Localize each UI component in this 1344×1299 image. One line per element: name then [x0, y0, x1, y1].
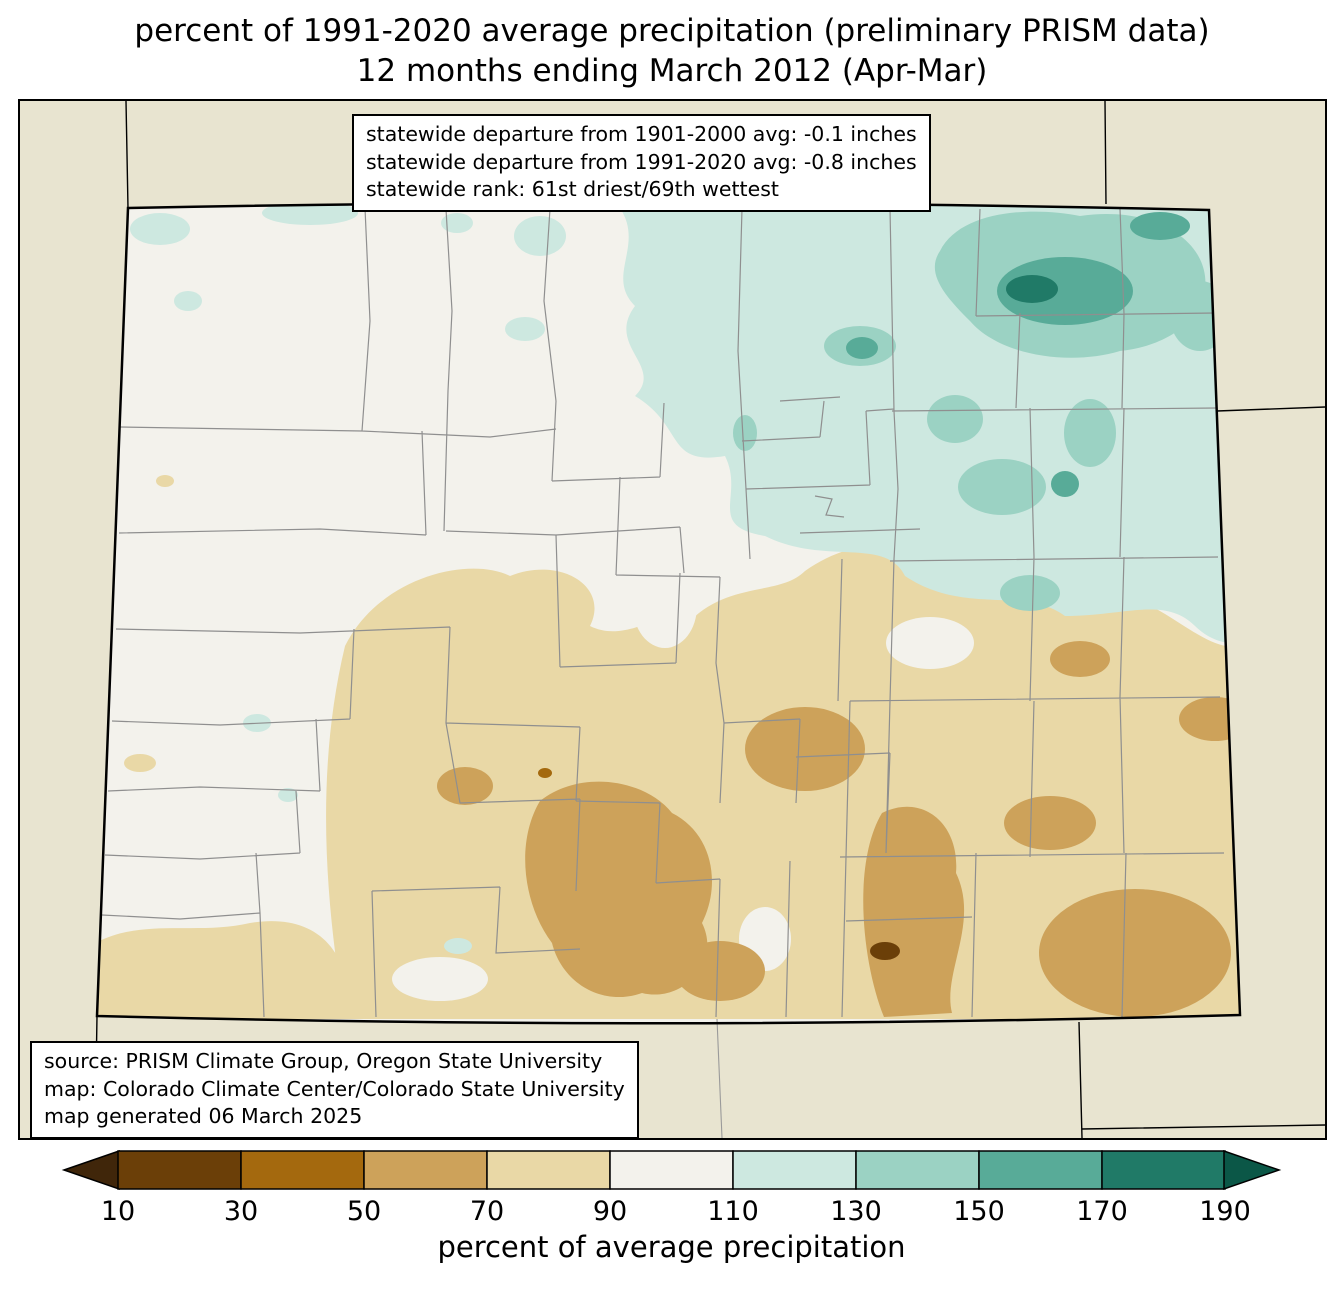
colorbar-arrow-under	[61, 1150, 120, 1191]
statewide-stats-box: statewide departure from 1901-2000 avg: …	[352, 114, 931, 213]
stats-line-departure-1991: statewide departure from 1991-2020 avg: …	[366, 149, 917, 174]
colorbar-tick-150: 150	[953, 1196, 1005, 1228]
map-panel: statewide departure from 1901-2000 avg: …	[18, 99, 1327, 1141]
colorbar-segment-10-30	[117, 1150, 242, 1191]
county-boundaries	[101, 208, 1225, 1018]
precip-region-brown-dark	[870, 942, 900, 961]
colorbar-tick-170: 170	[1076, 1196, 1128, 1228]
colorbar-tick-190: 190	[1199, 1196, 1251, 1228]
source-attribution-box: source: PRISM Climate Group, Oregon Stat…	[30, 1041, 639, 1140]
colorbar-segment-170-190	[1101, 1150, 1226, 1191]
colorbar: 10 30 50 70 90 110 130 150 170 190 perce…	[61, 1150, 1283, 1264]
colorbar-tick-130: 130	[830, 1196, 882, 1228]
title-line-2: 12 months ending March 2012 (Apr-Mar)	[356, 52, 988, 89]
colorbar-axis-label: percent of average precipitation	[437, 1230, 906, 1265]
source-line: source: PRISM Climate Group, Oregon Stat…	[44, 1049, 603, 1074]
colorbar-tick-90: 90	[592, 1196, 628, 1228]
colorbar-segment-90-110	[609, 1150, 734, 1191]
stats-line-departure-1901: statewide departure from 1901-2000 avg: …	[366, 122, 917, 147]
colorbar-segment-70-90	[486, 1150, 611, 1191]
page-title: percent of 1991-2020 average precipitati…	[0, 0, 1344, 91]
colorbar-segment-110-130	[732, 1150, 857, 1191]
colorbar-segment-150-170	[978, 1150, 1103, 1191]
colorbar-tick-50: 50	[346, 1196, 382, 1228]
precip-region-brown	[538, 768, 552, 779]
colorbar-scale	[61, 1150, 1282, 1191]
title-line-1: percent of 1991-2020 average precipitati…	[134, 13, 1210, 49]
precip-region-teal-mid	[846, 212, 1190, 498]
colorbar-tick-30: 30	[223, 1196, 259, 1228]
colorado-precipitation-map	[20, 101, 1325, 1139]
neighbor-county-line	[716, 1019, 723, 1139]
colorbar-tick-110: 110	[707, 1196, 759, 1228]
stats-line-rank: statewide rank: 61st driest/69th wettest	[366, 176, 779, 201]
colorbar-ticks: 10 30 50 70 90 110 130 150 170 190	[61, 1192, 1282, 1228]
colorbar-segment-30-50	[240, 1150, 365, 1191]
colorbar-segment-130-150	[855, 1150, 980, 1191]
map-credit-line: map: Colorado Climate Center/Colorado St…	[44, 1076, 625, 1101]
generated-date-line: map generated 06 March 2025	[44, 1103, 363, 1128]
colorbar-tick-10: 10	[100, 1196, 136, 1228]
colorbar-segment-50-70	[363, 1150, 488, 1191]
colorbar-arrow-over	[1223, 1150, 1282, 1191]
precip-region-teal-dark	[1006, 275, 1058, 304]
colorbar-tick-70: 70	[469, 1196, 505, 1228]
